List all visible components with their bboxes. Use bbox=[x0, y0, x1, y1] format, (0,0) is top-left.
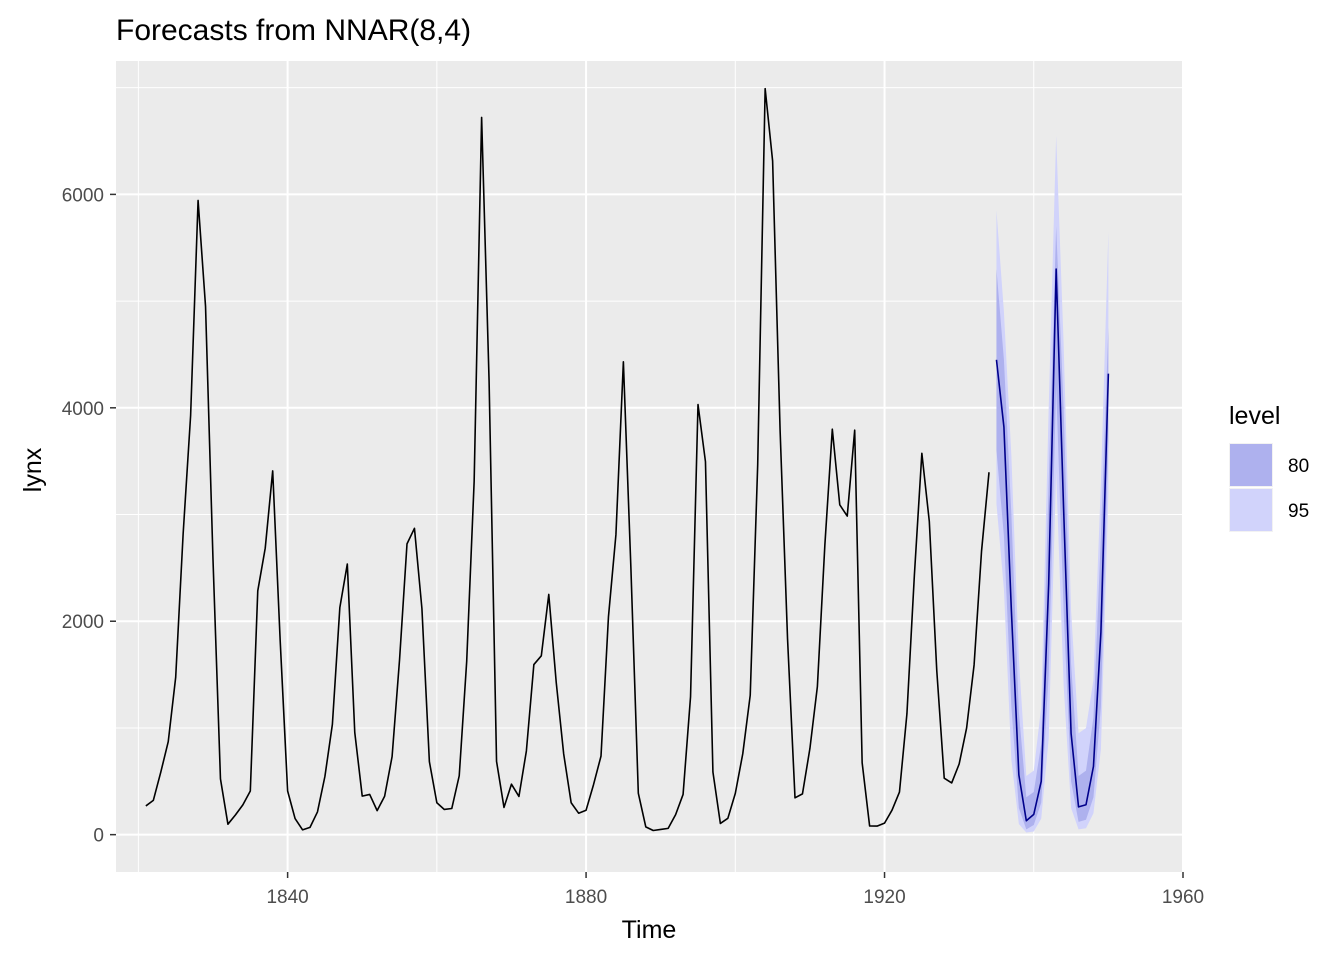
x-axis: 1840 1880 1920 1960 bbox=[266, 872, 1204, 908]
legend-label: 95 bbox=[1288, 501, 1309, 522]
x-tick-label: 1840 bbox=[266, 887, 308, 908]
y-axis-title: lynx bbox=[19, 447, 47, 492]
legend-label: 80 bbox=[1288, 456, 1309, 477]
x-tick-label: 1960 bbox=[1162, 887, 1204, 908]
y-tick-label: 2000 bbox=[62, 612, 104, 633]
legend-title: level bbox=[1229, 402, 1280, 430]
legend-key-80 bbox=[1230, 444, 1272, 486]
y-tick-label: 4000 bbox=[62, 399, 104, 420]
band-80 bbox=[996, 226, 1109, 830]
y-tick-label: 6000 bbox=[62, 185, 104, 206]
grid-major bbox=[116, 61, 1184, 872]
x-tick-label: 1880 bbox=[565, 887, 607, 908]
chart-title: Forecasts from NNAR(8,4) bbox=[116, 14, 471, 47]
x-axis-title: Time bbox=[622, 916, 677, 944]
history-line bbox=[145, 87, 990, 832]
y-tick-label: 0 bbox=[93, 826, 104, 847]
forecast-mean-line bbox=[995, 268, 1110, 822]
series-lines bbox=[145, 87, 1110, 832]
y-axis: 0 2000 4000 6000 bbox=[62, 185, 116, 847]
x-tick-label: 1920 bbox=[863, 887, 905, 908]
legend-key-95 bbox=[1230, 489, 1272, 531]
legend: level 80 95 bbox=[1229, 402, 1309, 532]
forecast-bands bbox=[996, 135, 1109, 833]
